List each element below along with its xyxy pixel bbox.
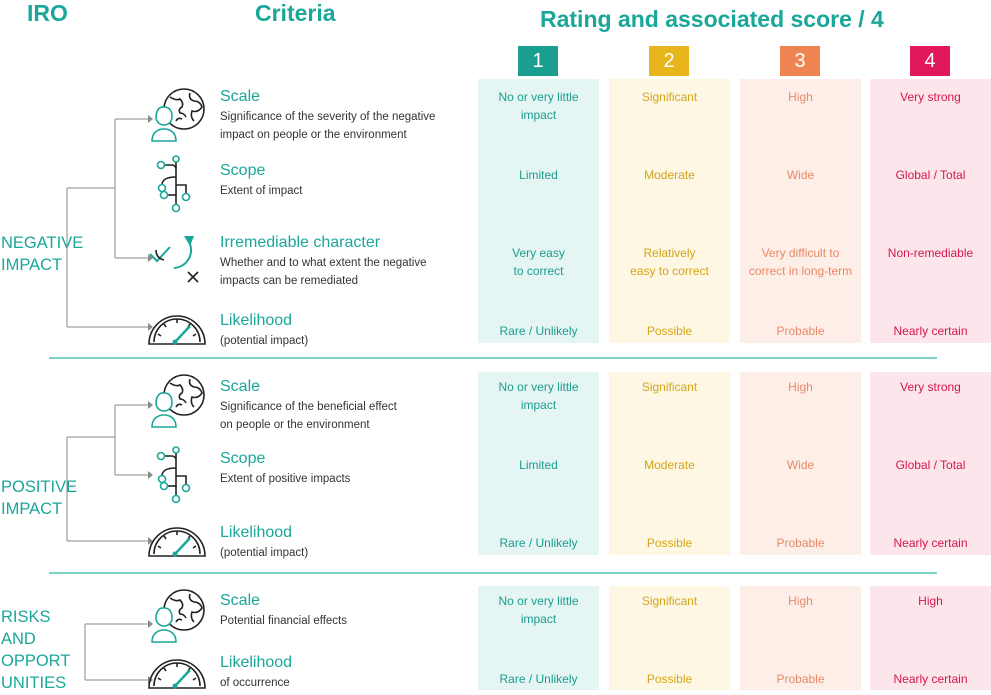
rating-column-bg [740,372,861,555]
rating-cell-score-1: Rare / Unlikely [499,672,578,686]
score-badge-3: 3 [780,46,820,76]
rating-cell-score-3: Very difficult to correct in long-term [748,246,853,278]
group-separator [49,572,937,574]
criterion-description: (potential impact) [220,335,309,347]
globe-person-icon [146,87,208,150]
rating-cell-score-4: Global / Total [895,168,966,182]
rating-cell-score-1: Limited [519,168,558,182]
rating-cell-score-1: Very easy to correct [512,246,565,278]
rating-cell-score-3: High [788,594,813,608]
criterion-title: Scale [220,378,261,395]
rating-cell-score-3: High [788,90,813,104]
criterion-description: Whether and to what extent the negative i… [220,257,427,287]
rating-cell-score-4: Very strong [900,380,961,394]
criterion-title: Scope [220,450,266,467]
criterion-title: Likelihood [220,654,293,671]
criterion-title: Scale [220,88,261,105]
rating-column-bg [870,372,991,555]
rating-cell-score-2: Significant [641,380,698,394]
rating-column-bg [478,79,599,343]
rating-cell-score-4: Nearly certain [893,324,968,338]
criterion-title: Likelihood [220,524,293,541]
criterion-description: Significance of the beneficial effect on … [220,401,397,431]
score-badge-1: 1 [518,46,558,76]
rating-cell-score-4: Very strong [900,90,961,104]
score-badge-4: 4 [910,46,950,76]
group-separator [49,357,937,359]
rating-column-bg [740,79,861,343]
rating-cell-score-3: Probable [776,536,825,550]
rating-cell-score-2: Significant [641,594,698,608]
globe-person-icon [146,588,208,651]
gauge-icon [146,656,208,695]
rating-cell-score-2: Significant [641,90,698,104]
criterion-description: of occurrence [220,677,290,689]
criterion-title: Irremediable character [220,234,381,251]
criterion-title: Scope [220,162,266,179]
rating-cell-score-2: Possible [646,324,693,338]
rating-cell-score-1: Rare / Unlikely [499,536,578,550]
rating-cell-score-3: Probable [776,324,825,338]
iro-label-risks: RISKS AND OPPORT UNITIES [1,608,71,692]
rating-cell-score-1: No or very little impact [498,380,579,412]
iro-header: IRO [27,0,68,26]
criterion-title: Likelihood [220,312,293,329]
rating-cell-score-4: Non-remediable [887,246,974,260]
rating-column-bg [478,586,599,690]
branch-icon [146,155,208,218]
rating-column-bg [870,586,991,690]
rating-cell-score-1: No or very little impact [498,594,579,626]
branch-icon [146,446,208,509]
rating-cell-score-2: Moderate [644,458,695,472]
iro-label-negative: NEGATIVE IMPACT [1,234,84,274]
rating-cell-score-2: Possible [646,536,693,550]
rating-column-bg [609,79,730,343]
criterion-description: Significance of the severity of the nega… [220,111,436,141]
rating-column-bg [740,586,861,690]
rating-column-bg [478,372,599,555]
rating-cell-score-2: Moderate [644,168,695,182]
rating-column-bg [609,372,730,555]
rating-cell-score-1: No or very little impact [498,90,579,122]
criterion-description: Extent of positive impacts [220,473,351,485]
globe-person-icon [146,373,208,436]
rating-cell-score-4: Global / Total [895,458,966,472]
rating-cell-score-1: Rare / Unlikely [499,324,578,338]
gauge-icon [146,312,208,351]
rating-cell-score-3: Wide [786,458,815,472]
rating-cell-score-4: Nearly certain [893,536,968,550]
rating-cell-score-2: Relatively easy to correct [630,246,709,278]
rating-cell-score-4: Nearly certain [893,672,968,686]
score-badge-2: 2 [649,46,689,76]
rating-cell-score-3: High [788,380,813,394]
rating-column-bg [609,586,730,690]
criterion-title: Scale [220,592,261,609]
rating-cell-score-3: Probable [776,672,825,686]
rating-cell-score-4: High [918,594,943,608]
rating-column-bg [870,79,991,343]
rating-cell-score-3: Wide [786,168,815,182]
criterion-description: Extent of impact [220,185,303,197]
criteria-header: Criteria [255,0,336,26]
rating-header: Rating and associated score / 4 [540,6,884,32]
criterion-description: (potential impact) [220,547,309,559]
rating-cell-score-2: Possible [646,672,693,686]
rating-cell-score-1: Limited [519,458,558,472]
gauge-icon [146,524,208,563]
criterion-description: Potential financial effects [220,615,348,627]
remediation-icon [146,226,208,289]
iro-label-positive: POSITIVE IMPACT [1,478,78,518]
